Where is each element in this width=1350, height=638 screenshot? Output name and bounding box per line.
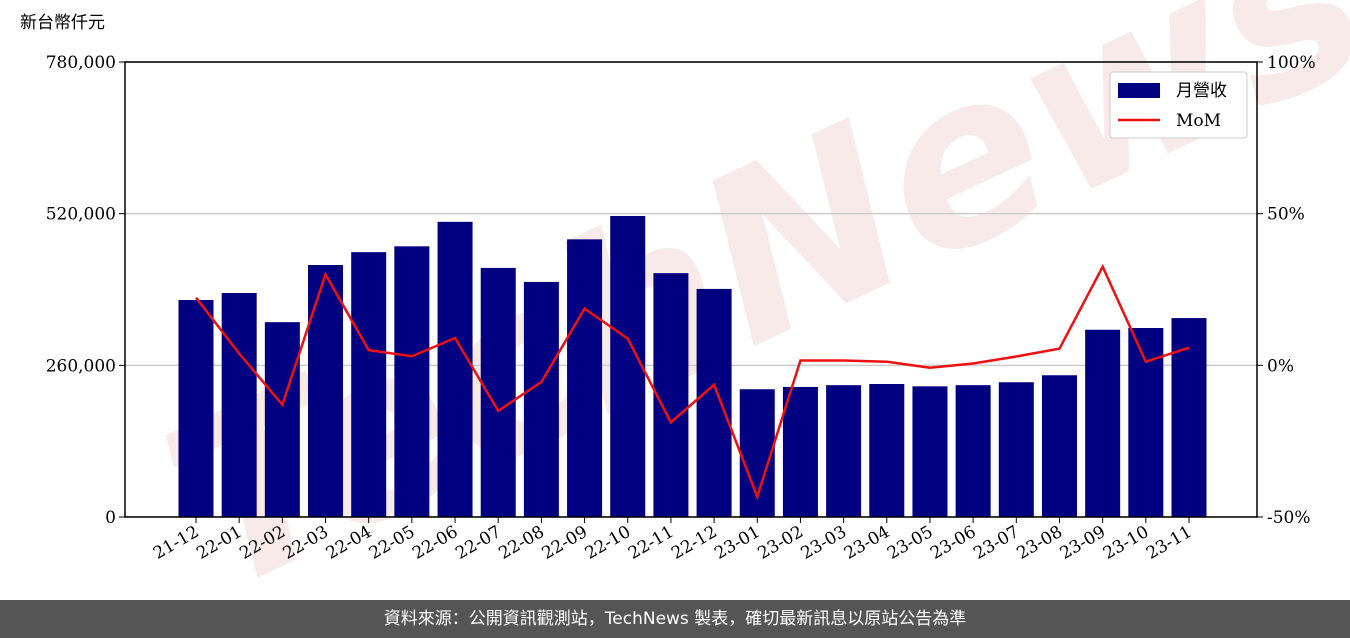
y2-tick-label: 0% [1267,356,1294,376]
x-tick-label: 23-03 [798,522,850,564]
bar [826,385,862,517]
bar [437,221,473,518]
legend-label: 月營收 [1176,81,1227,101]
x-tick-label: 23-10 [1100,522,1152,564]
x-tick-label: 22-08 [495,522,547,564]
legend-label: MoM [1176,111,1221,131]
y-tick-label: 780,000 [46,53,116,73]
chart: 新台幣仟元 TechNews 0260,000520,000780,000-50… [20,0,1350,638]
y2-tick-label: -50% [1267,508,1311,528]
bar [782,386,818,517]
footer: 資料來源：公開資訊觀測站，TechNews 製表，確切最新訊息以原站公告為準 [0,600,1350,638]
bar [221,293,257,517]
x-tick-label: 23-04 [841,522,893,564]
legend-swatch [1118,83,1160,98]
bar [1085,329,1121,517]
x-tick-label: 23-11 [1143,522,1195,564]
x-tick-label: 23-05 [884,522,936,564]
y-axis-label: 新台幣仟元 [20,13,105,33]
bar [351,252,387,517]
x-tick-label: 22-12 [668,522,720,564]
x-tick-label: 23-07 [970,522,1022,564]
bar [394,246,430,518]
x-tick-label: 22-10 [582,522,634,564]
bar [869,384,905,517]
bar [523,281,559,517]
y2-tick-label: 100% [1267,53,1316,73]
bar [1041,375,1077,517]
x-tick-label: 22-11 [625,522,677,564]
bar [653,273,689,517]
bar [696,288,732,517]
bar [178,300,214,517]
x-tick-label: 22-09 [539,522,591,564]
bar [264,322,300,517]
bar [912,386,948,517]
x-tick-label: 23-01 [711,522,763,564]
x-tick-label: 23-08 [1014,522,1066,564]
y-tick-label: 260,000 [46,356,116,376]
mom-line [195,263,1190,501]
y-tick-label: 0 [105,508,116,528]
bar [998,382,1034,517]
bar [955,385,991,517]
bar [610,216,646,517]
y2-tick-label: 50% [1267,205,1305,225]
x-tick-label: 23-06 [927,522,979,564]
bar [308,265,344,517]
x-tick-label: 23-02 [754,522,806,564]
bar [567,239,603,518]
x-tick-label: 23-09 [1057,522,1109,564]
y-tick-label: 520,000 [46,205,116,225]
x-tick-label: 21-12 [150,522,202,564]
plot-frame [124,61,1258,518]
bar [1128,328,1164,517]
